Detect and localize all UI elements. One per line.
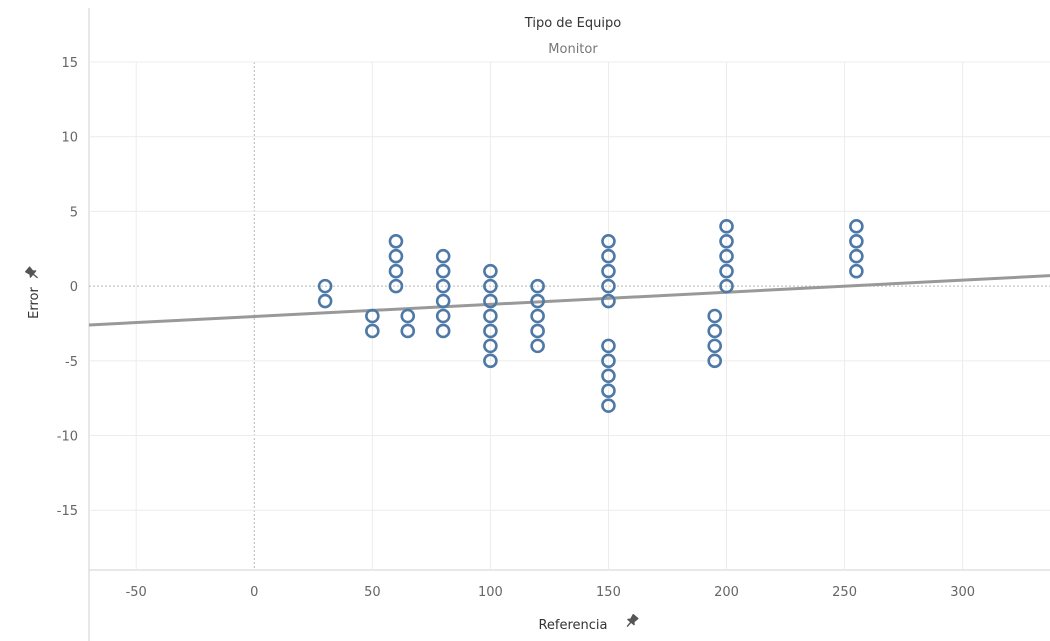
- scatter-point[interactable]: [530, 293, 545, 309]
- scatter-point[interactable]: [388, 263, 404, 279]
- scatter-point[interactable]: [601, 263, 616, 279]
- scatter-point[interactable]: [601, 248, 616, 264]
- scatter-point[interactable]: [719, 263, 734, 279]
- scatter-point[interactable]: [388, 278, 404, 294]
- x-axis-title: Referencia: [538, 618, 607, 633]
- scatter-point[interactable]: [400, 323, 416, 339]
- scatter-point[interactable]: [849, 263, 864, 279]
- header-title: Tipo de Equipo: [524, 16, 621, 31]
- scatter-point[interactable]: [317, 278, 333, 294]
- scatter-point[interactable]: [849, 248, 864, 264]
- x-axis-title-group: Referencia: [538, 614, 639, 633]
- y-tick-label: 5: [70, 205, 78, 220]
- pin-icon[interactable]: [624, 614, 639, 629]
- y-tick-label: -5: [65, 355, 78, 370]
- y-axis-title: Error: [27, 287, 42, 319]
- scatter-point[interactable]: [601, 398, 616, 413]
- scatter-point[interactable]: [365, 323, 380, 339]
- data-points: [317, 219, 864, 413]
- scatter-point[interactable]: [435, 248, 451, 264]
- scatter-point[interactable]: [435, 263, 451, 279]
- scatter-point[interactable]: [435, 308, 451, 324]
- y-tick-label: 10: [61, 131, 78, 146]
- scatter-point[interactable]: [601, 368, 616, 384]
- scatter-point[interactable]: [317, 293, 333, 309]
- scatter-point[interactable]: [601, 338, 616, 354]
- scatter-point[interactable]: [483, 278, 498, 294]
- scatter-point[interactable]: [601, 233, 616, 249]
- scatter-point[interactable]: [719, 278, 734, 294]
- scatter-point[interactable]: [435, 293, 451, 309]
- scatter-point[interactable]: [707, 338, 723, 354]
- x-tick-label: 200: [714, 585, 739, 600]
- scatter-point[interactable]: [849, 233, 864, 249]
- scatter-point[interactable]: [719, 248, 734, 264]
- scatter-point[interactable]: [530, 308, 545, 324]
- scatter-point[interactable]: [483, 353, 498, 369]
- y-tick-label: 15: [61, 56, 78, 71]
- x-tick-label: 100: [478, 585, 503, 600]
- scatter-point[interactable]: [530, 278, 545, 294]
- header-value: Monitor: [548, 42, 598, 57]
- y-tick-label: -10: [57, 430, 78, 445]
- scatter-point[interactable]: [483, 323, 498, 339]
- grid-lines: [89, 61, 1050, 570]
- x-tick-label: -50: [126, 585, 147, 600]
- scatter-point[interactable]: [601, 383, 616, 399]
- y-axis-title-group: Error: [25, 266, 42, 319]
- scatter-point[interactable]: [849, 219, 864, 234]
- scatter-point[interactable]: [530, 338, 545, 354]
- scatter-point[interactable]: [483, 263, 498, 279]
- scatter-point[interactable]: [388, 248, 404, 264]
- trend-line[interactable]: [88, 274, 1050, 327]
- scatter-point[interactable]: [707, 353, 723, 369]
- scatter-point[interactable]: [530, 323, 545, 339]
- scatter-point[interactable]: [601, 353, 616, 369]
- x-tick-label: 0: [250, 585, 258, 600]
- x-tick-label: 150: [596, 585, 621, 600]
- trend-line-layer: [88, 274, 1050, 327]
- scatter-point[interactable]: [719, 233, 734, 249]
- scatter-point[interactable]: [483, 308, 498, 324]
- scatter-point[interactable]: [601, 278, 616, 294]
- pin-icon[interactable]: [25, 266, 40, 280]
- scatter-point[interactable]: [388, 233, 404, 249]
- scatter-point[interactable]: [435, 278, 451, 294]
- scatter-point[interactable]: [483, 338, 498, 354]
- x-tick-label: 50: [364, 585, 381, 600]
- scatter-point[interactable]: [483, 293, 498, 309]
- scatter-point[interactable]: [365, 308, 380, 324]
- x-tick-label: 300: [950, 585, 975, 600]
- scatter-point[interactable]: [707, 323, 723, 339]
- y-tick-label: -15: [57, 504, 78, 519]
- scatter-point[interactable]: [435, 323, 451, 339]
- scatter-point[interactable]: [400, 308, 416, 324]
- scatter-point[interactable]: [707, 308, 723, 324]
- y-tick-label: 0: [70, 280, 78, 295]
- x-tick-label: 250: [832, 585, 857, 600]
- scatter-point[interactable]: [601, 293, 616, 309]
- scatter-point[interactable]: [719, 219, 734, 234]
